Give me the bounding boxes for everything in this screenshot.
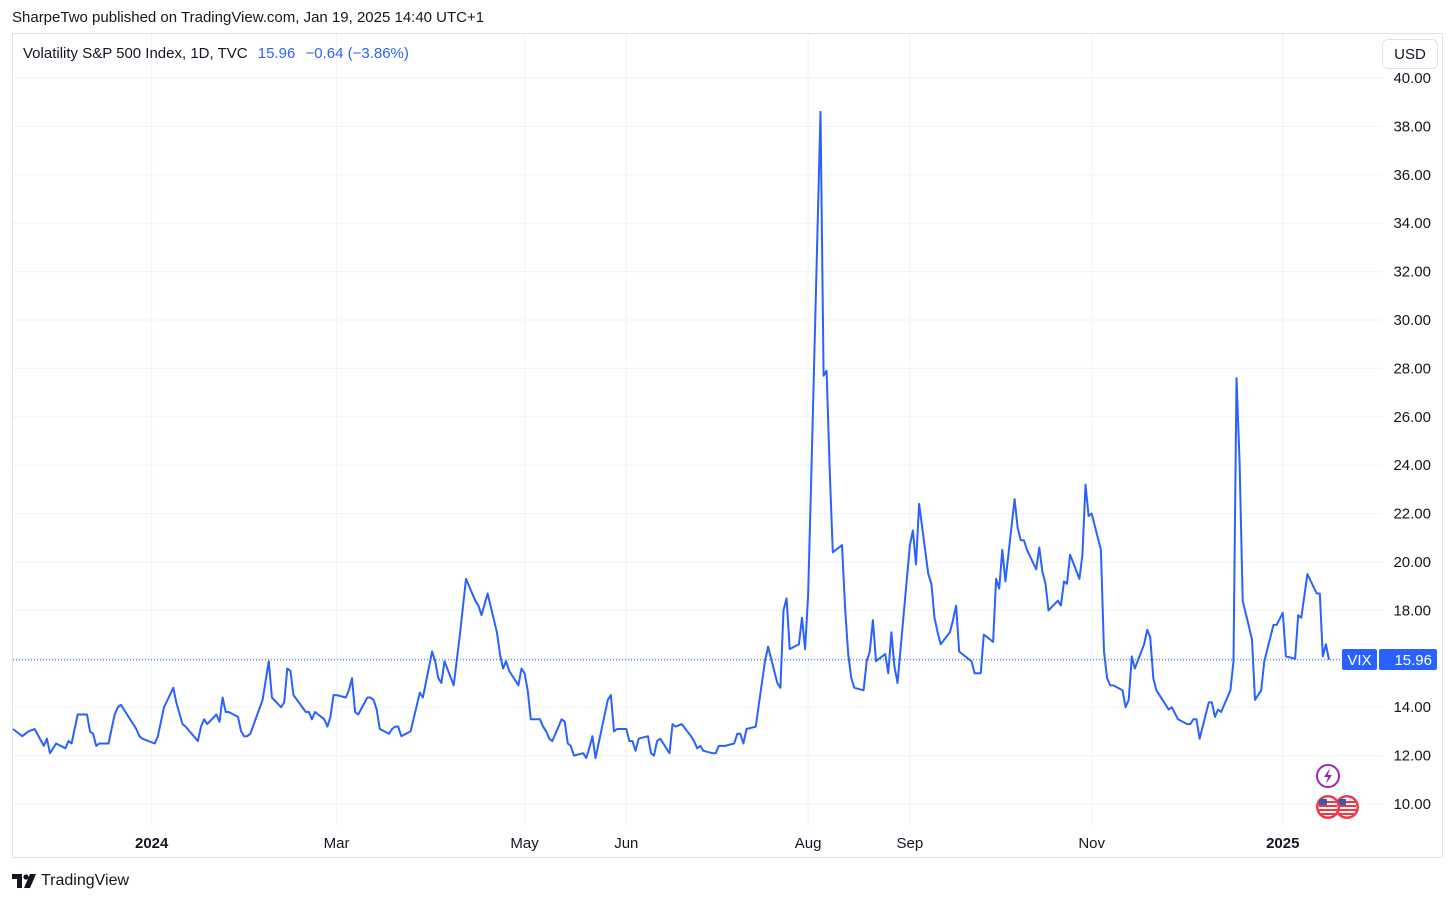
y-tick-label: 24.00: [1393, 457, 1431, 474]
tradingview-logo-icon: [12, 874, 36, 888]
lightning-event-icon[interactable]: [1316, 764, 1340, 788]
currency-button[interactable]: USD: [1382, 39, 1438, 69]
price-tag-value: 15.96: [1394, 652, 1432, 669]
y-tick-label: 26.00: [1393, 409, 1431, 426]
y-tick-label: 18.00: [1393, 602, 1431, 619]
x-tick-label: Jun: [614, 835, 638, 852]
y-axis-labels: 10.0012.0014.0016.0018.0020.0022.0024.00…: [1393, 70, 1431, 813]
y-tick-label: 12.00: [1393, 748, 1431, 765]
y-tick-label: 36.00: [1393, 167, 1431, 184]
y-tick-label: 14.00: [1393, 699, 1431, 716]
legend-last-value: 15.96: [257, 45, 296, 62]
tradingview-logo-text: TradingView: [41, 872, 130, 889]
price-tag-symbol-bg: [1342, 649, 1377, 670]
y-tick-label: 28.00: [1393, 360, 1431, 377]
x-tick-label: Sep: [897, 835, 924, 852]
x-tick-label: Aug: [795, 835, 822, 852]
price-tag: VIX 15.96: [1342, 649, 1437, 670]
legend-change: −0.64 (−3.86%): [305, 45, 409, 62]
us-flag-event-icon[interactable]: [1316, 795, 1359, 819]
x-axis-labels: 2024 Mar May Jun Aug Sep Nov 2025: [135, 835, 1299, 852]
publish-info: SharpeTwo published on TradingView.com, …: [12, 9, 485, 26]
y-tick-label: 10.00: [1393, 796, 1431, 813]
y-tick-label: 30.00: [1393, 312, 1431, 329]
x-tick-label: May: [510, 835, 539, 852]
chart-legend: Volatility S&P 500 Index, 1D, TVC 15.96 …: [23, 45, 409, 62]
price-tag-value-bg: [1379, 649, 1437, 670]
x-tick-label: 2024: [135, 835, 169, 852]
x-tick-label: 2025: [1266, 835, 1299, 852]
y-tick-label: 32.00: [1393, 264, 1431, 281]
y-tick-label: 38.00: [1393, 118, 1431, 135]
y-tick-label: 22.00: [1393, 506, 1431, 523]
y-tick-label: 40.00: [1393, 70, 1431, 87]
chart-grid: [13, 34, 1382, 826]
price-tag-symbol: VIX: [1347, 652, 1371, 669]
series-line-vix: [12, 110, 1330, 759]
y-tick-label: 34.00: [1393, 215, 1431, 232]
y-tick-label: 20.00: [1393, 554, 1431, 571]
legend-symbol[interactable]: Volatility S&P 500 Index, 1D, TVC: [23, 45, 248, 62]
x-tick-label: Mar: [324, 835, 350, 852]
tradingview-logo[interactable]: TradingView: [12, 872, 129, 890]
x-tick-label: Nov: [1078, 835, 1105, 852]
